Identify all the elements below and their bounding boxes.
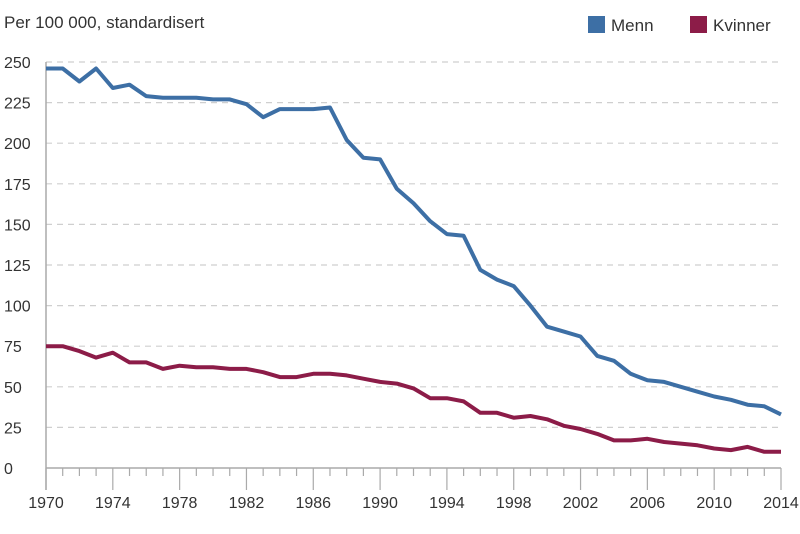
- y-tick-label: 225: [4, 96, 31, 113]
- y-axis-label: Per 100 000, standardisert: [4, 13, 205, 32]
- legend-label: Kvinner: [713, 16, 771, 35]
- series-line-menn: [46, 66, 782, 417]
- y-tick-label: 75: [4, 339, 22, 356]
- y-tick-label: 25: [4, 420, 22, 437]
- x-tick-label: 1994: [429, 495, 465, 512]
- legend-label: Menn: [611, 16, 654, 35]
- x-tick-label: 2002: [563, 495, 599, 512]
- y-tick-label: 250: [4, 55, 31, 72]
- series-line-kvinner: [46, 344, 781, 454]
- x-tick-label: 1990: [362, 495, 398, 512]
- x-tick-label: 1970: [28, 495, 64, 512]
- legend-swatch: [588, 16, 605, 33]
- x-tick-label: 2006: [630, 495, 666, 512]
- y-tick-label: 100: [4, 299, 31, 316]
- x-tick-label: 2014: [763, 495, 799, 512]
- y-tick-label: 150: [4, 217, 31, 234]
- y-tick-label: 175: [4, 177, 31, 194]
- x-tick-label: 1982: [229, 495, 265, 512]
- x-tick-label: 1998: [496, 495, 532, 512]
- x-tick-label: 1986: [295, 495, 331, 512]
- legend: Menn Kvinner: [588, 16, 771, 35]
- y-tick-label: 200: [4, 136, 31, 153]
- y-tick-label: 50: [4, 380, 22, 397]
- x-tick-label: 1978: [162, 495, 198, 512]
- x-tick-label: 2010: [696, 495, 732, 512]
- y-tick-label: 125: [4, 258, 31, 275]
- x-tick-label: 1974: [95, 495, 131, 512]
- y-tick-label: 0: [4, 461, 13, 478]
- legend-swatch: [690, 16, 707, 33]
